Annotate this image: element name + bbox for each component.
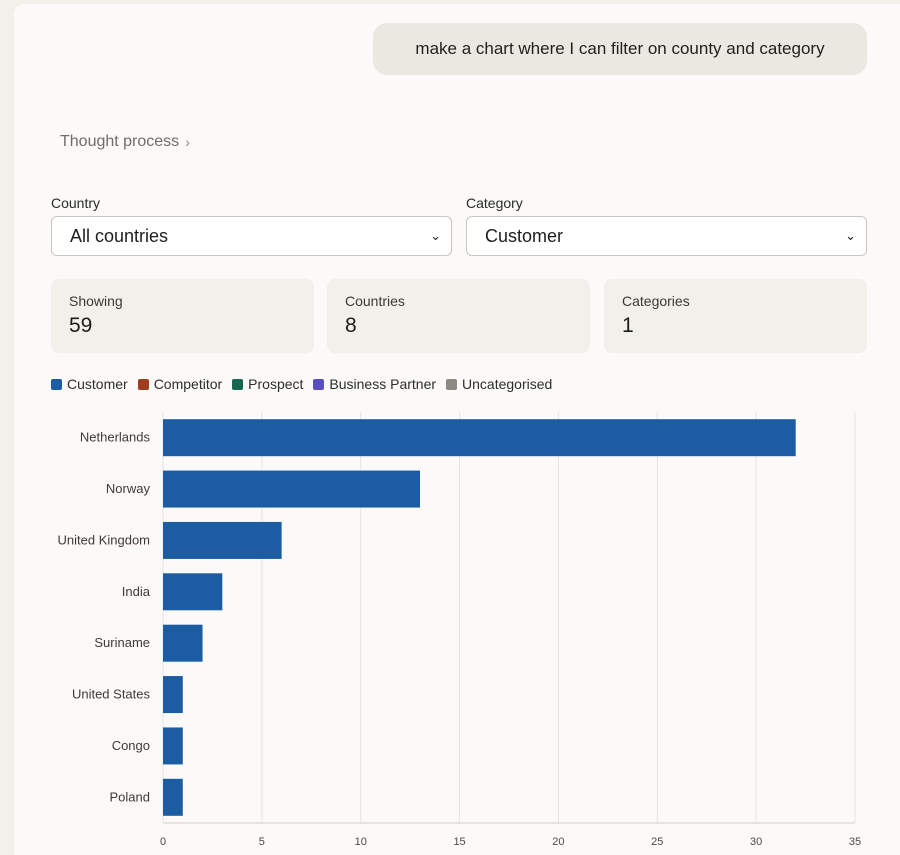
- x-tick-label: 20: [552, 836, 564, 848]
- legend-label: Customer: [67, 376, 128, 392]
- legend-swatch: [313, 378, 325, 390]
- legend-label: Business Partner: [329, 376, 437, 392]
- category-tick-label: Suriname: [94, 635, 150, 650]
- legend-label: Prospect: [248, 376, 304, 392]
- x-tick-label: 10: [355, 836, 367, 848]
- category-select-value: Customer: [485, 226, 564, 246]
- chevron-down-icon: ⌄: [430, 228, 441, 243]
- x-tick-label: 15: [453, 836, 465, 848]
- stat-value: 8: [345, 314, 357, 337]
- stat-label: Showing: [69, 293, 123, 309]
- category-tick-label: India: [122, 584, 151, 599]
- bar: [163, 727, 183, 765]
- stat-value: 59: [69, 314, 93, 337]
- bar: [163, 573, 223, 611]
- bar: [163, 521, 282, 559]
- x-tick-label: 25: [651, 836, 663, 848]
- thought-process-label: Thought process: [60, 133, 180, 150]
- legend-item: Business Partner: [313, 376, 436, 392]
- x-tick-label: 5: [259, 836, 265, 848]
- legend-swatch: [51, 378, 62, 390]
- stat-value: 1: [622, 314, 634, 337]
- bar: [163, 419, 796, 457]
- legend-swatch: [446, 378, 458, 390]
- category-tick-label: Norway: [106, 481, 151, 496]
- x-tick-label: 30: [750, 836, 762, 848]
- chart-legend: Customer Competitor Prospect Business Partn…: [51, 376, 552, 392]
- user-message-bubble: make a chart where I can filter on count…: [373, 23, 867, 75]
- chevron-down-icon: ⌄: [845, 228, 856, 243]
- bar: [163, 778, 183, 816]
- category-label: Category: [466, 195, 523, 211]
- category-select[interactable]: Customer ⌄: [466, 216, 867, 256]
- stat-card-showing: Showing 59: [51, 279, 314, 353]
- x-tick-label: 35: [849, 836, 861, 848]
- stat-card-categories: Categories 1: [604, 279, 867, 353]
- country-label: Country: [51, 195, 101, 211]
- category-tick-label: Poland: [110, 789, 150, 804]
- legend-label: Uncategorised: [462, 376, 553, 392]
- category-tick-label: Congo: [112, 738, 150, 753]
- country-select[interactable]: All countries ⌄: [51, 216, 452, 256]
- bar: [163, 470, 421, 508]
- legend-item: Customer: [51, 376, 128, 392]
- legend-item: Prospect: [232, 376, 303, 392]
- category-tick-label: Netherlands: [80, 430, 151, 445]
- chevron-right-icon: ›: [185, 134, 190, 150]
- legend-label: Competitor: [153, 376, 223, 392]
- stat-label: Countries: [345, 293, 405, 309]
- legend-item: Uncategorised: [446, 376, 552, 392]
- legend-swatch: [137, 378, 149, 390]
- x-tick-label: 0: [160, 836, 166, 848]
- category-tick-label: United States: [72, 687, 151, 702]
- legend-swatch: [232, 378, 244, 390]
- user-message-text: make a chart where I can filter on count…: [415, 39, 825, 58]
- country-select-value: All countries: [70, 226, 169, 246]
- bar: [163, 676, 183, 714]
- thought-process-toggle[interactable]: Thought process ›: [60, 133, 190, 151]
- stat-label: Categories: [622, 293, 690, 309]
- legend-item: Competitor: [137, 376, 223, 392]
- category-tick-label: United Kingdom: [58, 532, 151, 547]
- bar: [163, 624, 203, 662]
- stat-card-countries: Countries 8: [327, 279, 590, 353]
